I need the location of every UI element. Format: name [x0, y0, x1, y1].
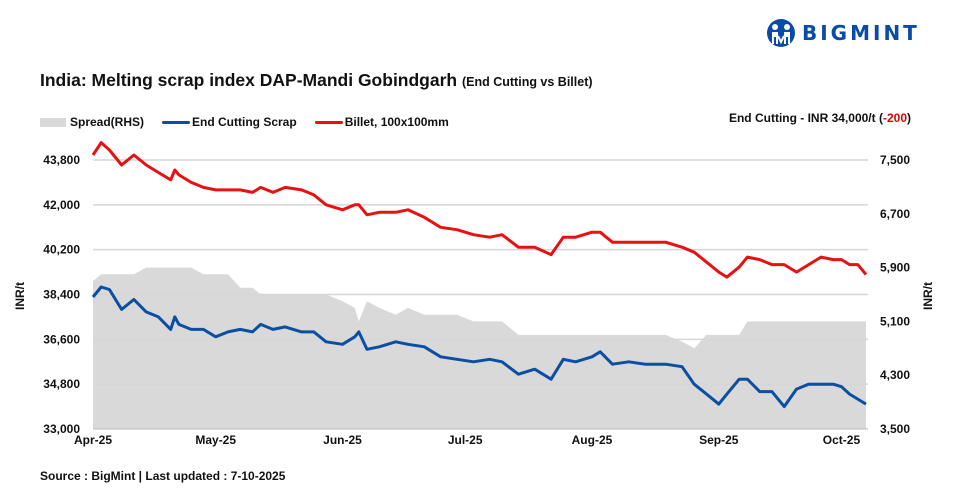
y-tick-label-right: 5,900 [880, 261, 910, 275]
y-tick-label-left: 36,600 [43, 332, 80, 346]
x-tick-label: Jul-25 [448, 433, 483, 447]
x-tick-label: Apr-25 [74, 433, 112, 447]
price-note-text: End Cutting - INR 34,000/t ( [728, 111, 883, 125]
legend-swatch-spread [40, 117, 66, 127]
x-tick-label: May-25 [195, 433, 236, 447]
legend-label-scrap: End Cutting Scrap [192, 115, 297, 129]
brand-name: BIGMINT [802, 21, 920, 45]
spread-area [93, 267, 866, 429]
x-tick-label: Oct-25 [823, 433, 861, 447]
y-tick-label-right: 7,500 [880, 153, 910, 167]
price-note-suffix: ) [907, 111, 911, 125]
legend-swatch-scrap [162, 120, 191, 124]
y-tick-label-right: 6,700 [880, 207, 910, 221]
bigmint-logo: BIGMINT [766, 18, 920, 48]
legend-item-scrap: End Cutting Scrap [162, 115, 297, 129]
y-tick-label-left: 40,200 [43, 243, 80, 257]
legend-swatch-billet [314, 120, 343, 124]
y-tick-label-left: 43,800 [43, 153, 80, 167]
price-note: End Cutting - INR 34,000/t (-200) [729, 111, 911, 125]
y-tick-label-left: 42,000 [43, 198, 80, 212]
x-tick-label: Jun-25 [323, 433, 362, 447]
y-axis-label-right: INR/t [921, 282, 935, 310]
price-change: -200 [882, 111, 907, 125]
billet-line [91, 141, 868, 279]
legend-label-billet: Billet, 100x100mm [344, 115, 449, 129]
y-axis-label-left: INR/t [13, 282, 27, 310]
y-tick-label-right: 5,100 [880, 314, 910, 328]
y-tick-label-left: 33,000 [43, 422, 80, 436]
bigmint-logo-icon [767, 19, 795, 47]
y-tick-label-right: 3,500 [880, 422, 910, 436]
chart-subtitle: (End Cutting vs Billet) [461, 75, 593, 89]
chart-title: India: Melting scrap index DAP-Mandi Gob… [40, 70, 593, 91]
legend-item-billet: Billet, 100x100mm [314, 115, 449, 129]
source-note: Source : BigMint | Last updated : 7-10-2… [40, 469, 286, 483]
scrap-line [91, 285, 867, 409]
x-tick-label: Aug-25 [572, 433, 613, 447]
y-tick-label-left: 34,800 [43, 377, 80, 391]
x-tick-label: Sep-25 [699, 433, 739, 447]
legend-label-spread: Spread(RHS) [70, 115, 145, 129]
chart-title-main: India: Melting scrap index DAP-Mandi Gob… [40, 70, 458, 90]
legend-item-spread: Spread(RHS) [40, 115, 144, 129]
y-tick-label-right: 4,300 [880, 368, 910, 382]
y-tick-label-left: 38,400 [43, 288, 80, 302]
legend: Spread(RHS) End Cutting Scrap Billet, 10… [40, 115, 467, 129]
